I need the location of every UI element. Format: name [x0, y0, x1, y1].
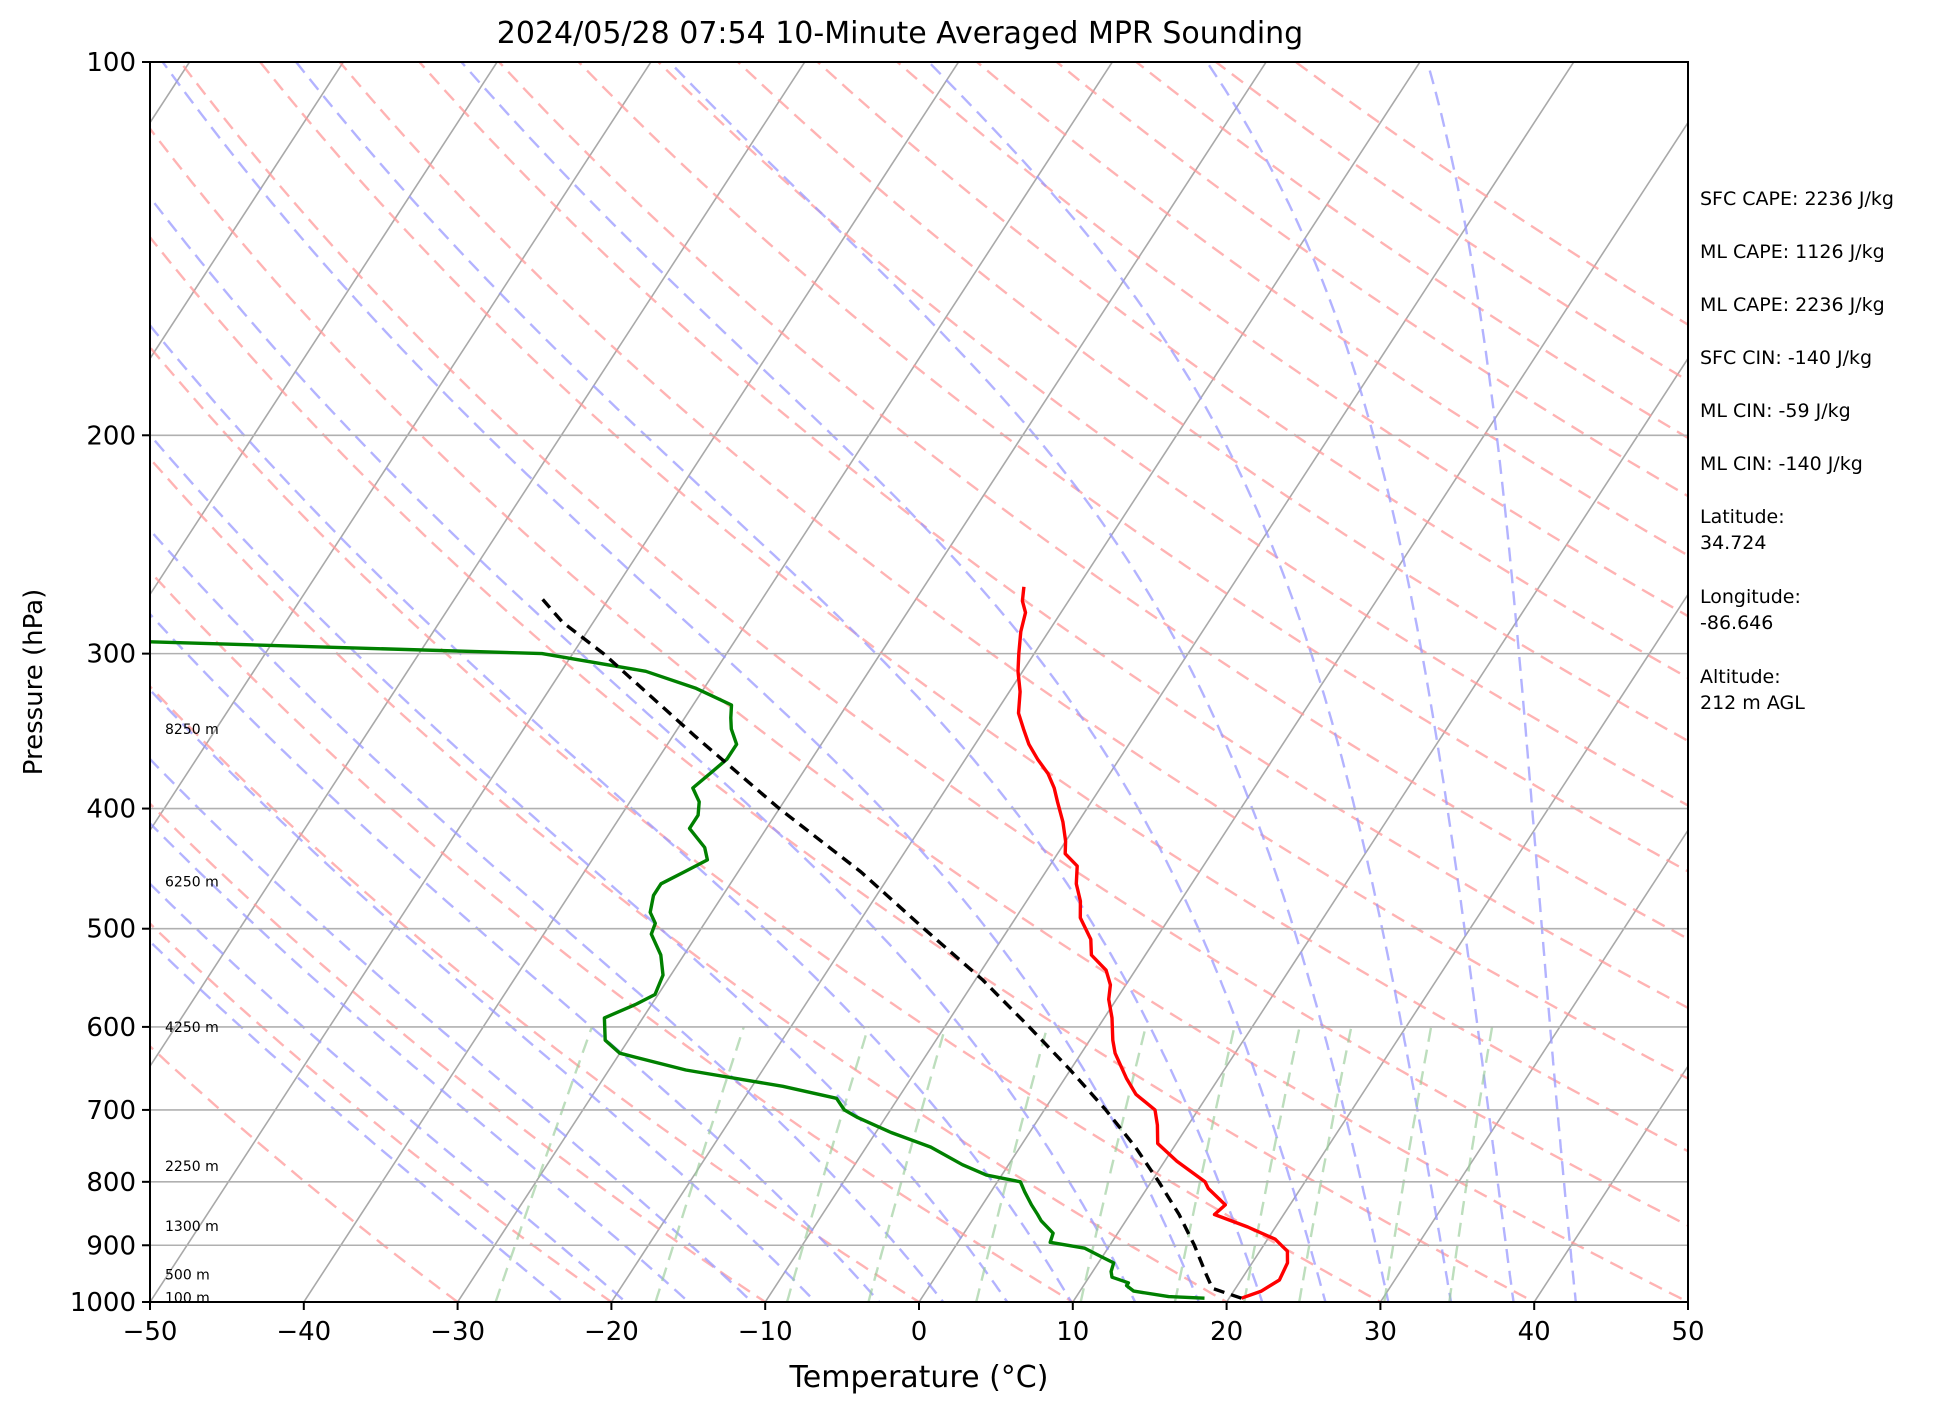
profiles — [150, 586, 1290, 1300]
x-tick-label: 50 — [1671, 1317, 1704, 1347]
y-axis-label: Pressure (hPa) — [19, 589, 49, 776]
moist-adiabat-line — [150, 323, 1073, 1302]
moist-adiabat-line — [150, 433, 1009, 1302]
mixing-ratio-line — [654, 1026, 745, 1302]
isotherm-line — [456, 62, 1268, 1302]
y-tick-label: 500 — [86, 915, 136, 945]
dry-adiabat-line — [815, 62, 1688, 680]
isotherm-line — [764, 62, 1575, 1302]
mixing-ratio-line — [785, 1026, 870, 1302]
x-tick-label: 20 — [1210, 1317, 1243, 1347]
moist-adiabat-line — [161, 62, 1201, 1302]
x-tick-label: −50 — [123, 1317, 178, 1347]
y-tick-label: 1000 — [70, 1288, 136, 1318]
dry-adiabat-line — [736, 62, 1688, 743]
y-axis-ticks: 100 200 300 400 500 600 700 800 900 1000 — [70, 48, 150, 1318]
y-tick-label: 400 — [86, 795, 136, 825]
y-tick-label: 300 — [86, 640, 136, 670]
moist-adiabat-line — [150, 939, 566, 1302]
height-labels: 8250 m 6250 m 4250 m 2250 m 1300 m 500 m 100 m — [165, 722, 219, 1307]
stat-altitude: Altitude: 212 m AGL — [1700, 666, 1805, 714]
y-tick-label: 100 — [86, 48, 136, 78]
height-label: 2250 m — [165, 1159, 219, 1175]
height-label: 100 m — [165, 1291, 210, 1307]
moist-adiabat-line — [150, 195, 1137, 1302]
chart-title: 2024/05/28 07:54 10-Minute Averaged MPR … — [497, 16, 1303, 51]
dry-adiabat-line — [150, 235, 1537, 1302]
moist-adiabat-line — [150, 688, 818, 1302]
sounding-stats: SFC CAPE: 2236 J/kg ML CAPE: 1126 J/kg M… — [1700, 186, 1930, 744]
moist-adiabat-line — [150, 882, 628, 1302]
isotherm-line — [150, 62, 806, 1068]
stat-sfc-cin: SFC CIN: -140 J/kg — [1700, 347, 1873, 369]
isotherm-line — [150, 62, 652, 832]
stat-sfc-cape: SFC CAPE: 2236 J/kg — [1700, 188, 1894, 210]
x-tick-label: 0 — [911, 1317, 928, 1347]
height-label: 500 m — [165, 1267, 210, 1283]
moist-adiabat-line — [1426, 62, 1578, 1302]
parcel-profile — [539, 595, 1242, 1300]
height-label: 4250 m — [165, 1020, 219, 1036]
moist-adiabat-line — [150, 612, 881, 1302]
y-tick-label: 600 — [86, 1013, 136, 1043]
isotherm-line — [1225, 592, 1688, 1302]
stat-ml-cape-2: ML CAPE: 2236 J/kg — [1700, 294, 1885, 316]
dry-adiabat-line — [150, 802, 768, 1302]
moist-adiabat-line — [668, 62, 1390, 1302]
moist-adiabat-line — [150, 757, 754, 1302]
isotherm-line — [1379, 828, 1688, 1302]
x-axis-ticks: −50 −40 −30 −20 −10 0 10 20 30 40 50 — [123, 1302, 1705, 1347]
y-tick-label: 700 — [86, 1096, 136, 1126]
y-tick-label: 200 — [86, 421, 136, 451]
height-label: 6250 m — [165, 874, 219, 890]
mixing-ratio-line — [867, 1026, 947, 1302]
isotherm-line — [1071, 357, 1688, 1302]
x-tick-label: 40 — [1518, 1317, 1551, 1347]
y-tick-label: 800 — [86, 1168, 136, 1198]
moist-adiabat-line — [1205, 62, 1515, 1302]
moist-adiabat-line — [460, 62, 1327, 1302]
x-tick-label: −30 — [430, 1317, 485, 1347]
y-tick-label: 900 — [86, 1231, 136, 1261]
dry-adiabat-line — [577, 62, 1688, 873]
background-lines — [150, 62, 1688, 1302]
height-label: 1300 m — [165, 1219, 219, 1235]
dry-adiabat-line — [150, 921, 614, 1302]
stat-longitude: Longitude: -86.646 — [1700, 586, 1801, 634]
height-label: 8250 m — [165, 722, 219, 738]
isotherm-line — [918, 121, 1688, 1302]
isotherm-line — [150, 62, 345, 360]
x-tick-label: 30 — [1364, 1317, 1397, 1347]
dry-adiabat-line — [656, 62, 1688, 807]
dry-adiabat-line — [338, 62, 1688, 1080]
isotherm-line — [1533, 1064, 1688, 1302]
dry-adiabat-line — [150, 345, 1383, 1302]
isotherm-line — [150, 62, 499, 596]
x-axis-label: Temperature (°C) — [789, 1360, 1049, 1395]
dry-adiabat-line — [150, 684, 922, 1302]
x-tick-label: −40 — [276, 1317, 331, 1347]
dry-adiabat-line — [150, 1044, 460, 1302]
stat-ml-cape: ML CAPE: 1126 J/kg — [1700, 241, 1885, 263]
stat-ml-cin: ML CIN: -59 J/kg — [1700, 400, 1851, 422]
moist-adiabat-line — [150, 528, 945, 1302]
isotherm-line — [302, 62, 1114, 1302]
isotherm-line — [610, 62, 1421, 1302]
moist-adiabat-line — [927, 62, 1453, 1302]
x-tick-label: 10 — [1056, 1317, 1089, 1347]
dry-adiabat-line — [150, 456, 1230, 1302]
moist-adiabat-line — [295, 62, 1264, 1302]
x-tick-label: −10 — [738, 1317, 793, 1347]
x-tick-label: −20 — [584, 1317, 639, 1347]
stat-latitude: Latitude: 34.724 — [1700, 506, 1785, 554]
moist-adiabat-line — [150, 821, 691, 1302]
temperature-profile — [1016, 586, 1290, 1300]
stat-ml-cin-2: ML CIN: -140 J/kg — [1700, 453, 1863, 475]
mixing-ratio-line — [494, 1026, 594, 1302]
isotherm-line — [150, 62, 960, 1302]
